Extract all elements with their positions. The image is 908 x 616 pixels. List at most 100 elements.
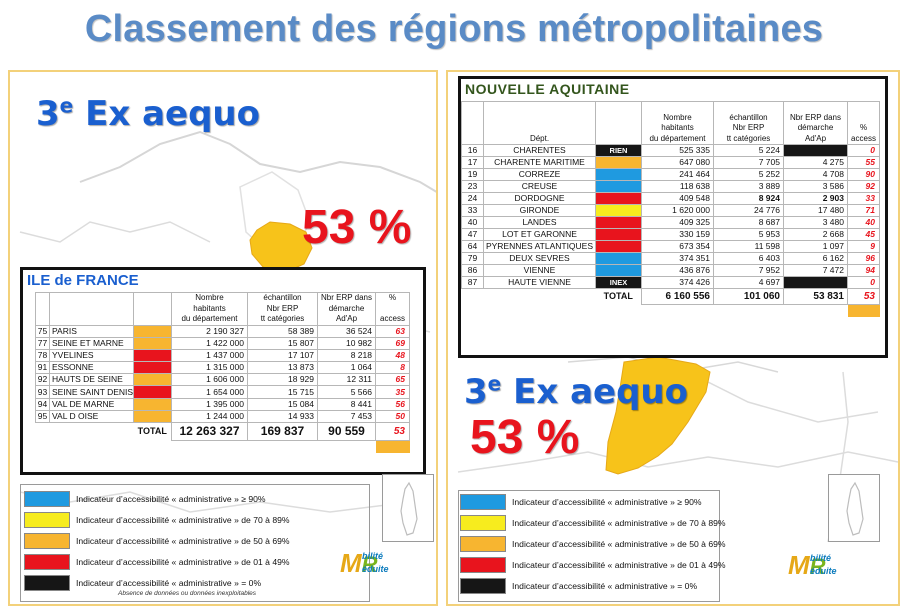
percent-cell: 56 — [375, 397, 410, 411]
col-header-pct: % access — [375, 292, 410, 326]
percent-cell: 8 — [375, 361, 410, 375]
table-row: 17 CHARENTE MARITIME 647 080 7 705 4 275 55 — [461, 156, 880, 169]
population-cell: 118 638 — [641, 180, 714, 193]
population-cell: 330 159 — [641, 228, 714, 241]
mobilite-reduite-logo: MR bilité éduite — [340, 548, 389, 578]
sample-cell: 3 889 — [713, 180, 784, 193]
dept-name: DORDOGNE — [483, 192, 596, 205]
sample-cell: 6 403 — [713, 252, 784, 265]
total-spacer — [484, 305, 596, 317]
sample-cell: 8 687 — [713, 216, 784, 229]
legend: Indicateur d’accessibilité « administrat… — [24, 490, 290, 595]
sample-cell: 15 084 — [247, 397, 318, 411]
legend-swatch — [24, 512, 70, 528]
legend-item: Indicateur d’accessibilité « administrat… — [24, 490, 290, 508]
total-chip-row — [36, 440, 410, 453]
dept-number: 87 — [461, 276, 484, 289]
legend-item: Indicateur d’accessibilité « administrat… — [24, 553, 290, 571]
table-row: 77 SEINE ET MARNE 1 422 000 15 807 10 982 69 — [35, 336, 410, 350]
dept-number: 93 — [35, 385, 50, 399]
legend-item: Indicateur d’accessibilité « administrat… — [460, 535, 726, 553]
legend-item: Indicateur d’accessibilité « administrat… — [460, 493, 726, 511]
dept-name: HAUTS DE SEINE — [49, 373, 134, 387]
table-row: 47 LOT ET GARONNE 330 159 5 953 2 668 45 — [461, 228, 880, 241]
adap-cell: 4 708 — [783, 168, 848, 181]
sample-cell: 5 224 — [713, 144, 784, 157]
table-row: 93 SEINE SAINT DENIS 1 654 000 15 715 5 566 3… — [35, 385, 410, 399]
legend-swatch — [460, 494, 506, 510]
col-header-hab: Nombre habitants du département — [171, 292, 248, 326]
percent-cell: 65 — [375, 373, 410, 387]
corse-inset — [382, 474, 434, 542]
population-cell: 2 190 327 — [171, 324, 248, 338]
population-cell: 1 395 000 — [171, 397, 248, 411]
percent-cell: 33 — [847, 192, 880, 205]
population-cell: 1 620 000 — [641, 204, 714, 217]
region-title: NOUVELLE AQUITAINE — [465, 81, 630, 97]
table-row: 87 HAUTE VIENNE INEX 374 426 4 697 0 — [461, 276, 880, 289]
percent-cell: 9 — [847, 240, 880, 253]
table-row: 40 LANDES 409 325 8 687 3 480 40 — [461, 216, 880, 229]
total-percent: 53 — [847, 288, 880, 305]
status-swatch: RIEN — [595, 144, 642, 157]
legend-item: Indicateur d’accessibilité « administrat… — [460, 556, 726, 574]
dept-number: 91 — [35, 361, 50, 375]
legend-label: Indicateur d’accessibilité « administrat… — [76, 578, 262, 588]
total-spacer — [134, 441, 172, 453]
status-swatch — [595, 192, 642, 205]
total-spacer — [462, 305, 484, 317]
adap-cell — [783, 144, 848, 157]
total-percent: 53 — [375, 422, 410, 441]
dept-number: 19 — [461, 168, 484, 181]
col-header-ech: échantillon Nbr ERP tt catégories — [713, 101, 784, 145]
sample-cell: 58 389 — [247, 324, 318, 338]
status-swatch — [133, 373, 172, 387]
table-row: 16 CHARENTES RIEN 525 335 5 224 0 — [461, 144, 880, 157]
percent-cell: 55 — [847, 156, 880, 169]
total-swatch — [375, 440, 410, 453]
total-population: 6 160 556 — [641, 288, 714, 305]
total-label: TOTAL — [603, 291, 633, 302]
percent-cell: 35 — [375, 385, 410, 399]
sample-cell: 11 598 — [713, 240, 784, 253]
status-swatch: INEX — [595, 276, 642, 289]
legend-swatch — [24, 575, 70, 591]
legend: Indicateur d’accessibilité « administrat… — [460, 493, 726, 598]
dept-name: GIRONDE — [483, 204, 596, 217]
adap-cell: 3 586 — [783, 180, 848, 193]
legend-label: Indicateur d’accessibilité « administrat… — [76, 515, 290, 525]
dept-number: 78 — [35, 348, 50, 363]
nouvelle-aquitaine-shape — [605, 356, 711, 475]
adap-cell: 2 668 — [783, 228, 848, 241]
dept-number: 94 — [35, 397, 50, 411]
dept-number: 23 — [461, 180, 484, 193]
total-spacer — [462, 289, 484, 305]
adap-cell: 36 524 — [317, 324, 376, 338]
table-row: 79 DEUX SEVRES 374 351 6 403 6 162 96 — [461, 252, 880, 265]
sample-cell: 13 873 — [247, 361, 318, 375]
total-sample: 101 060 — [713, 288, 784, 305]
legend-swatch — [460, 578, 506, 594]
adap-cell: 1 064 — [317, 361, 376, 375]
dept-number: 33 — [461, 204, 484, 217]
adap-cell: 17 480 — [783, 204, 848, 217]
dept-number: 79 — [461, 252, 484, 265]
population-cell: 1 244 000 — [171, 409, 248, 424]
legend-footnote: Absence de données ou données inexploita… — [118, 590, 257, 597]
adap-cell: 12 311 — [317, 373, 376, 387]
population-cell: 436 876 — [641, 264, 714, 277]
adap-cell: 5 566 — [317, 385, 376, 399]
col-header-erp: Nbr ERP dans démarche Ad'Ap — [317, 292, 376, 326]
percent-cell: 90 — [847, 168, 880, 181]
population-cell: 374 426 — [641, 276, 714, 289]
status-swatch — [133, 409, 172, 424]
legend-frame — [20, 484, 370, 602]
adap-cell: 8 441 — [317, 397, 376, 411]
dept-number: 24 — [461, 192, 484, 205]
total-spacer — [318, 441, 376, 453]
table-row: 64 PYRENNES ATLANTIQUES 673 354 11 598 1 097… — [461, 240, 880, 253]
percent-cell: 71 — [847, 204, 880, 217]
dept-name: VAL D OISE — [49, 409, 134, 424]
legend-swatch — [24, 533, 70, 549]
dept-name: DEUX SEVRES — [483, 252, 596, 265]
